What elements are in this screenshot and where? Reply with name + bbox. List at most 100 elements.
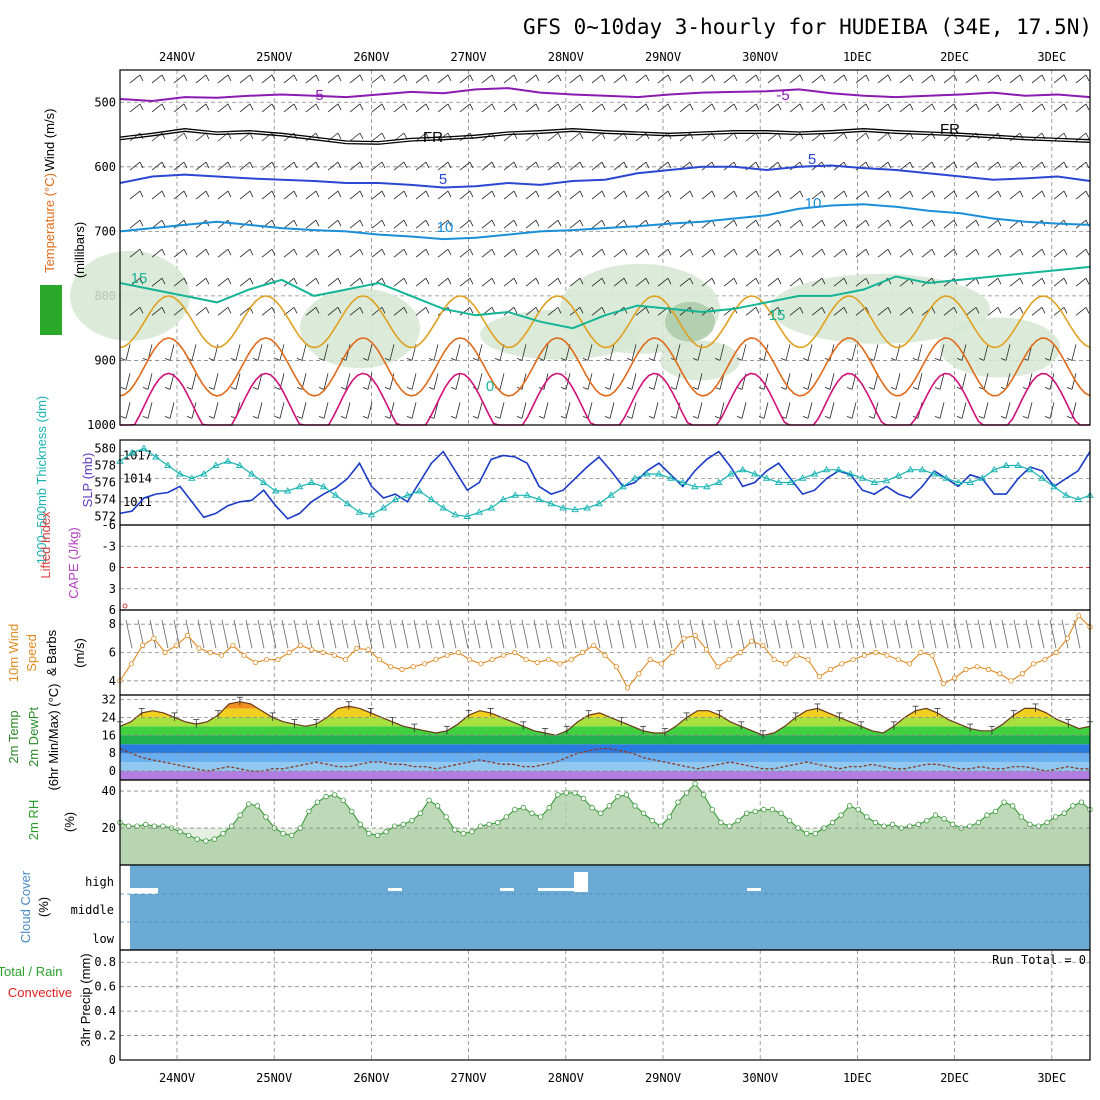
- wind-barb-flag: [359, 103, 364, 111]
- wind-barb-flag: [755, 249, 760, 256]
- thickness-marker: [762, 474, 771, 481]
- wind-speed-marker: [162, 649, 168, 656]
- wind-barb: [415, 161, 427, 171]
- panel-2m-rh: 40 20: [102, 779, 1093, 866]
- wind-barb-flag: [293, 307, 298, 314]
- panel-cloud-cover: high middle low: [71, 864, 1091, 951]
- rh-marker: [889, 821, 896, 828]
- wind-barb: [213, 373, 219, 390]
- wind-barb: [213, 402, 219, 419]
- rh-marker: [391, 823, 398, 829]
- rh-marker: [443, 814, 449, 820]
- wind-barb: [829, 402, 835, 419]
- wind-barb-flag: [755, 161, 760, 169]
- pressure-tick-label: 900: [94, 353, 116, 367]
- wind-barb: [525, 190, 537, 200]
- isotherm-warm: [119, 295, 1091, 349]
- wind-barb-flag: [645, 249, 650, 256]
- wind-barb-flag: [909, 307, 914, 314]
- wind-barb: [811, 277, 823, 287]
- wind-barb-flag: [205, 307, 210, 314]
- wind-barb: [239, 132, 251, 142]
- wind-barb: [173, 132, 185, 142]
- wind-barb-flag: [733, 249, 738, 256]
- wind-speed-marker: [861, 652, 868, 658]
- wind-barb: [261, 248, 273, 258]
- wind-barb: [785, 402, 791, 419]
- wind-barb-flag: [403, 219, 408, 227]
- wind-barb-flag: [579, 190, 584, 198]
- wind-barb-flag: [777, 161, 782, 169]
- wind-barb-flag: [648, 416, 655, 419]
- wind-speed-marker: [952, 675, 958, 681]
- wind-speed-marker: [918, 649, 924, 656]
- wind-barb-flag: [208, 357, 215, 361]
- wind-barb: [591, 306, 603, 316]
- wind-barb-flag: [758, 416, 765, 419]
- wind-barb-flag: [824, 386, 831, 390]
- thickness-marker: [235, 461, 244, 468]
- isotherm-10: [119, 203, 1091, 241]
- wind-barb-10m: [833, 619, 841, 649]
- wind-barb-flag: [142, 386, 149, 390]
- wind-speed-marker: [715, 664, 721, 670]
- rh-marker: [666, 814, 673, 820]
- wind-barb-flag: [692, 357, 699, 361]
- thickness-marker: [1038, 474, 1046, 481]
- wind-barb-flag: [271, 132, 276, 140]
- wind-barb: [393, 219, 405, 229]
- wind-barb: [983, 402, 989, 419]
- wind-barb: [459, 248, 471, 258]
- wind-barb-flag: [472, 357, 479, 361]
- wind-barb-10m: [1037, 619, 1045, 649]
- wind-barb-flag: [733, 74, 738, 82]
- wind-barb: [547, 74, 559, 84]
- wind-speed-marker: [1031, 661, 1037, 667]
- wind-barb-10m: [377, 619, 385, 649]
- wind-barb: [657, 277, 669, 287]
- wind-barb-flag: [821, 74, 826, 82]
- wind-speed-marker: [681, 635, 687, 641]
- rh-marker: [598, 810, 604, 816]
- wind-barb: [261, 103, 273, 113]
- wind-barb: [767, 132, 779, 142]
- wind-barb-flag: [491, 278, 496, 285]
- wind-barb: [1071, 344, 1077, 361]
- thickness-marker: [355, 508, 364, 515]
- wind-barb: [437, 219, 449, 229]
- wind-barb-flag: [736, 416, 743, 419]
- wind-barb-10m: [509, 619, 517, 649]
- wind-barb-flag: [469, 190, 474, 198]
- rh-marker: [434, 803, 441, 809]
- precip-tick-label: 0.6: [94, 980, 116, 994]
- rh-marker: [709, 806, 716, 813]
- wind-barb: [283, 74, 295, 84]
- wind-barb: [833, 103, 845, 113]
- wind-barb-flag: [139, 249, 144, 256]
- wind-speed-marker: [467, 656, 473, 663]
- rh-tick-label: 20: [102, 821, 116, 835]
- rh-marker: [632, 803, 638, 809]
- wind-barb: [855, 103, 867, 113]
- wind-barb-flag: [315, 219, 320, 227]
- thickness-marker: [918, 465, 927, 473]
- wind-barb: [1049, 402, 1055, 419]
- wind-barb-flag: [1041, 74, 1046, 82]
- wind-barb: [591, 277, 603, 287]
- wind-barb-flag: [953, 249, 958, 256]
- wind-barb-10m: [521, 619, 529, 649]
- wind-barb: [917, 344, 923, 361]
- isotherm-warm: [120, 372, 1090, 426]
- wind-barb-flag: [139, 132, 144, 140]
- wind-barb: [899, 103, 911, 113]
- wind-barb-flag: [447, 249, 452, 256]
- wind-barb-10m: [581, 619, 589, 649]
- wind-barb-flag: [164, 357, 171, 361]
- wind-barb: [349, 219, 361, 229]
- wind-barb-flag: [337, 249, 342, 256]
- wind-barb-flag: [293, 249, 298, 256]
- wind-barb: [415, 277, 427, 287]
- wind-barb-flag: [139, 278, 144, 285]
- date-label-top: 26NOV: [353, 50, 389, 64]
- date-label-bottom: 26NOV: [353, 1071, 389, 1085]
